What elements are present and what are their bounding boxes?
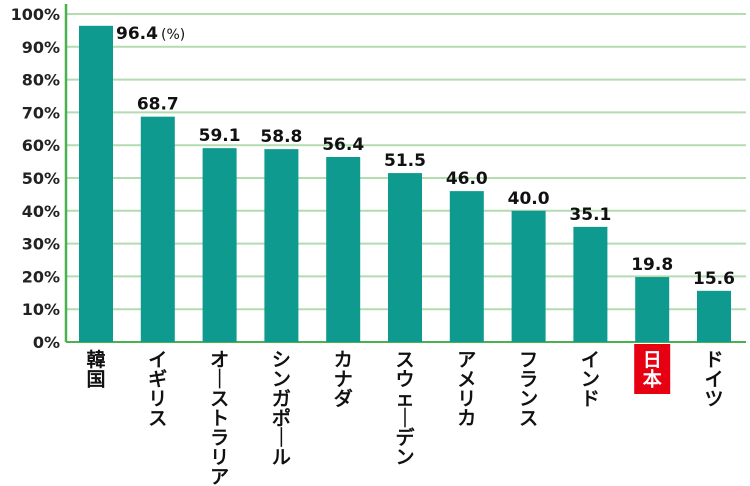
category-label: 韓国 (86, 348, 105, 391)
data-label: 19.8 (631, 255, 673, 275)
category-label: スウェ｜デン (395, 349, 415, 469)
y-tick-label: 100% (11, 5, 60, 24)
category-label: イギリス (148, 349, 167, 430)
y-tick-label: 90% (22, 38, 60, 57)
data-label: 68.7 (137, 95, 179, 115)
y-axis-ticks: 0% 10% 20% 30% 40% 50% 60% 70% 80% 90% 100% (11, 5, 60, 352)
bar (573, 226, 608, 342)
category-label: オ｜ストラリア (210, 349, 229, 486)
y-tick-label: 30% (22, 235, 60, 254)
bars (79, 25, 731, 342)
data-label: 58.8 (260, 127, 302, 147)
bar (79, 25, 113, 342)
category-label: ドイツ (704, 349, 723, 410)
category-label: 日本 (643, 349, 662, 391)
y-tick-label: 40% (22, 202, 60, 221)
bar (388, 173, 422, 342)
y-tick-label: 0% (33, 333, 60, 352)
data-label: 35.1 (569, 205, 611, 225)
y-tick-label: 10% (22, 300, 60, 319)
y-tick-label: 60% (22, 136, 60, 155)
highlight-box (634, 344, 671, 394)
y-tick-label: 70% (22, 103, 60, 122)
category-label: アメリカ (457, 349, 476, 430)
category-label: インド (581, 349, 600, 410)
data-labels: 96.4 (%) 68.7 59.1 58.8 56.4 51.5 46.0 40.0 35.1 1… (116, 24, 735, 289)
data-label: 51.5 (384, 151, 426, 171)
data-label: 59.1 (199, 126, 241, 146)
data-label: 15.6 (693, 269, 735, 289)
data-label: 56.4 (322, 135, 364, 155)
bar (326, 157, 361, 342)
category-label: シンガポ｜ル (272, 349, 291, 469)
data-label: 40.0 (508, 189, 550, 209)
bar (449, 191, 484, 342)
unit-label: (%) (161, 27, 185, 43)
bar (264, 149, 299, 342)
y-tick-label: 20% (22, 267, 60, 286)
bar (635, 277, 670, 342)
y-tick-label: 50% (22, 169, 60, 188)
data-label: 96.4 (116, 24, 158, 44)
bar (202, 148, 237, 342)
y-tick-label: 80% (22, 71, 60, 90)
category-label: フランス (519, 349, 538, 430)
bar (511, 210, 546, 342)
bar (697, 290, 731, 342)
category-label: カナダ (334, 349, 353, 410)
bar (140, 116, 175, 342)
category-labels: 韓国 イギリス オ｜ストラリア シンガポ｜ル カナダ スウェ｜デン アメリカ フランス インド 日… (86, 344, 724, 486)
data-label: 46.0 (446, 169, 488, 189)
